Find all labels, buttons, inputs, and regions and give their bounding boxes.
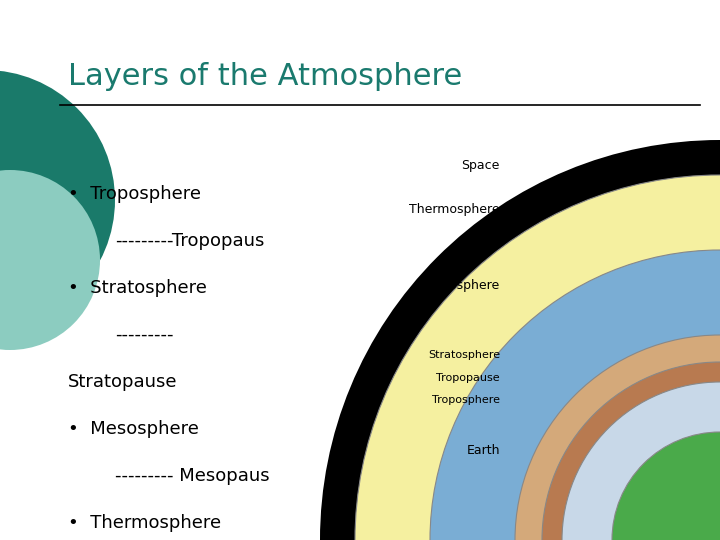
Circle shape bbox=[0, 170, 100, 350]
Text: --------- Mesopaus: --------- Mesopaus bbox=[115, 467, 269, 485]
Text: Stratosphere: Stratosphere bbox=[428, 350, 500, 360]
Text: ---------Tropopaus: ---------Tropopaus bbox=[115, 232, 264, 250]
Text: •  Mesosphere: • Mesosphere bbox=[68, 420, 199, 438]
Circle shape bbox=[355, 175, 720, 540]
Text: •  Stratosphere: • Stratosphere bbox=[68, 279, 207, 297]
Circle shape bbox=[430, 250, 720, 540]
Text: Stratopause: Stratopause bbox=[68, 373, 178, 391]
Text: Space: Space bbox=[462, 159, 500, 172]
Text: Earth: Earth bbox=[467, 443, 500, 456]
Circle shape bbox=[515, 335, 720, 540]
Text: Mesosphere: Mesosphere bbox=[425, 279, 500, 292]
Text: ---------: --------- bbox=[115, 326, 174, 344]
Text: Thermosphere: Thermosphere bbox=[410, 204, 500, 217]
Text: •  Thermosphere: • Thermosphere bbox=[68, 514, 221, 532]
Circle shape bbox=[612, 432, 720, 540]
Text: Tropopause: Tropopause bbox=[436, 373, 500, 383]
Circle shape bbox=[562, 382, 720, 540]
Circle shape bbox=[0, 70, 115, 330]
Text: Layers of the Atmosphere: Layers of the Atmosphere bbox=[68, 62, 462, 91]
Circle shape bbox=[542, 362, 720, 540]
Text: •  Troposphere: • Troposphere bbox=[68, 185, 201, 203]
Text: Troposphere: Troposphere bbox=[432, 395, 500, 405]
Circle shape bbox=[320, 140, 720, 540]
